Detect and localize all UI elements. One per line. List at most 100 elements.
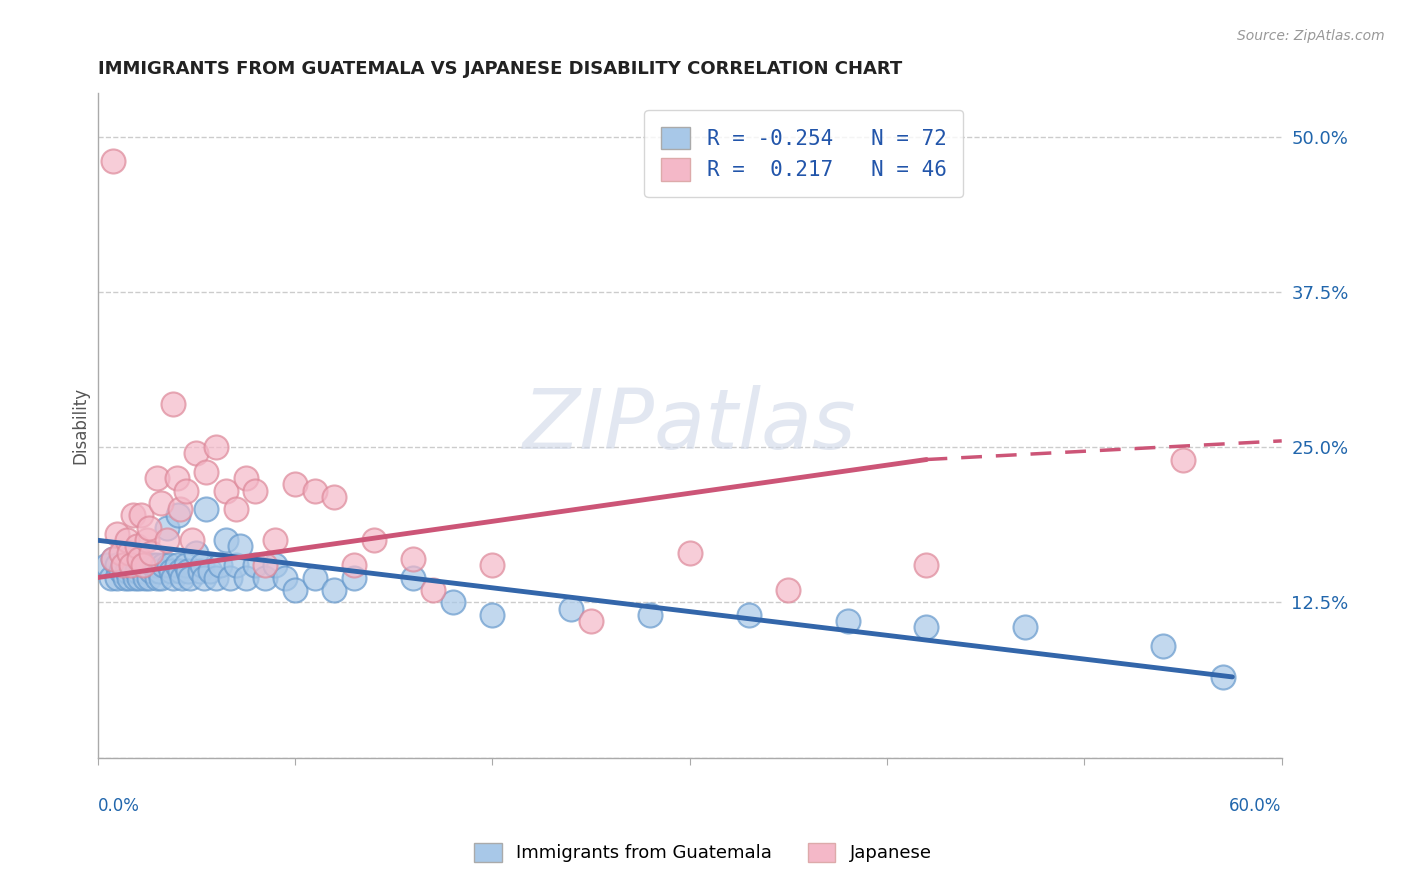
Point <box>186 546 208 560</box>
Point <box>152 558 174 573</box>
Point <box>134 570 156 584</box>
Point <box>132 565 155 579</box>
Point <box>915 620 938 634</box>
Point <box>560 601 582 615</box>
Point <box>156 533 179 548</box>
Point <box>139 546 162 560</box>
Point <box>1171 452 1194 467</box>
Point <box>125 565 148 579</box>
Point <box>105 558 128 573</box>
Point <box>274 570 297 584</box>
Point <box>166 471 188 485</box>
Point <box>225 558 247 573</box>
Point <box>149 496 172 510</box>
Point <box>120 558 142 573</box>
Point <box>195 502 218 516</box>
Point <box>1211 670 1233 684</box>
Point <box>103 552 125 566</box>
Point <box>402 552 425 566</box>
Point <box>679 546 702 560</box>
Point <box>837 614 859 628</box>
Point <box>138 521 160 535</box>
Point <box>915 558 938 573</box>
Text: ZIPatlas: ZIPatlas <box>523 384 856 466</box>
Point <box>118 546 141 560</box>
Point <box>254 570 277 584</box>
Point <box>124 570 146 584</box>
Text: IMMIGRANTS FROM GUATEMALA VS JAPANESE DISABILITY CORRELATION CHART: IMMIGRANTS FROM GUATEMALA VS JAPANESE DI… <box>97 60 901 78</box>
Point <box>323 582 346 597</box>
Point <box>284 582 307 597</box>
Point <box>146 570 169 584</box>
Point <box>135 558 157 573</box>
Point <box>110 546 132 560</box>
Point <box>100 570 122 584</box>
Point <box>402 570 425 584</box>
Point <box>441 595 464 609</box>
Point <box>139 565 162 579</box>
Point <box>103 154 125 169</box>
Point <box>304 483 326 498</box>
Point <box>169 502 191 516</box>
Point <box>638 607 661 622</box>
Point <box>162 396 184 410</box>
Point <box>264 533 287 548</box>
Text: 60.0%: 60.0% <box>1229 797 1282 814</box>
Point <box>128 570 150 584</box>
Legend: R = -0.254   N = 72, R =  0.217   N = 46: R = -0.254 N = 72, R = 0.217 N = 46 <box>644 110 963 197</box>
Point <box>245 558 267 573</box>
Point <box>129 508 152 523</box>
Y-axis label: Disability: Disability <box>72 387 89 464</box>
Point <box>215 483 238 498</box>
Point <box>172 570 194 584</box>
Point <box>284 477 307 491</box>
Point <box>169 565 191 579</box>
Point <box>205 570 228 584</box>
Point <box>115 533 138 548</box>
Point <box>343 558 366 573</box>
Point <box>125 540 148 554</box>
Point <box>323 490 346 504</box>
Point <box>343 570 366 584</box>
Point <box>579 614 602 628</box>
Point <box>146 558 169 573</box>
Point <box>481 558 503 573</box>
Point <box>118 570 141 584</box>
Point <box>142 558 165 573</box>
Point <box>176 558 198 573</box>
Point <box>188 565 211 579</box>
Point <box>114 570 136 584</box>
Point <box>235 471 257 485</box>
Point <box>205 440 228 454</box>
Point <box>191 558 214 573</box>
Point <box>159 565 181 579</box>
Point <box>304 570 326 584</box>
Point <box>186 446 208 460</box>
Point <box>162 570 184 584</box>
Point <box>481 607 503 622</box>
Point <box>179 570 201 584</box>
Point <box>193 570 215 584</box>
Point <box>146 471 169 485</box>
Point <box>228 540 250 554</box>
Point <box>149 570 172 584</box>
Point <box>195 465 218 479</box>
Point <box>167 508 190 523</box>
Point <box>157 558 180 573</box>
Point <box>176 483 198 498</box>
Point <box>264 558 287 573</box>
Point <box>132 558 155 573</box>
Point <box>177 565 200 579</box>
Point <box>112 558 135 573</box>
Point <box>156 521 179 535</box>
Text: Source: ZipAtlas.com: Source: ZipAtlas.com <box>1237 29 1385 44</box>
Point <box>115 552 138 566</box>
Point <box>115 565 138 579</box>
Point <box>363 533 385 548</box>
Point <box>1152 639 1174 653</box>
Point <box>129 558 152 573</box>
Point <box>245 483 267 498</box>
Point <box>135 533 157 548</box>
Point <box>1014 620 1036 634</box>
Text: 0.0%: 0.0% <box>97 797 139 814</box>
